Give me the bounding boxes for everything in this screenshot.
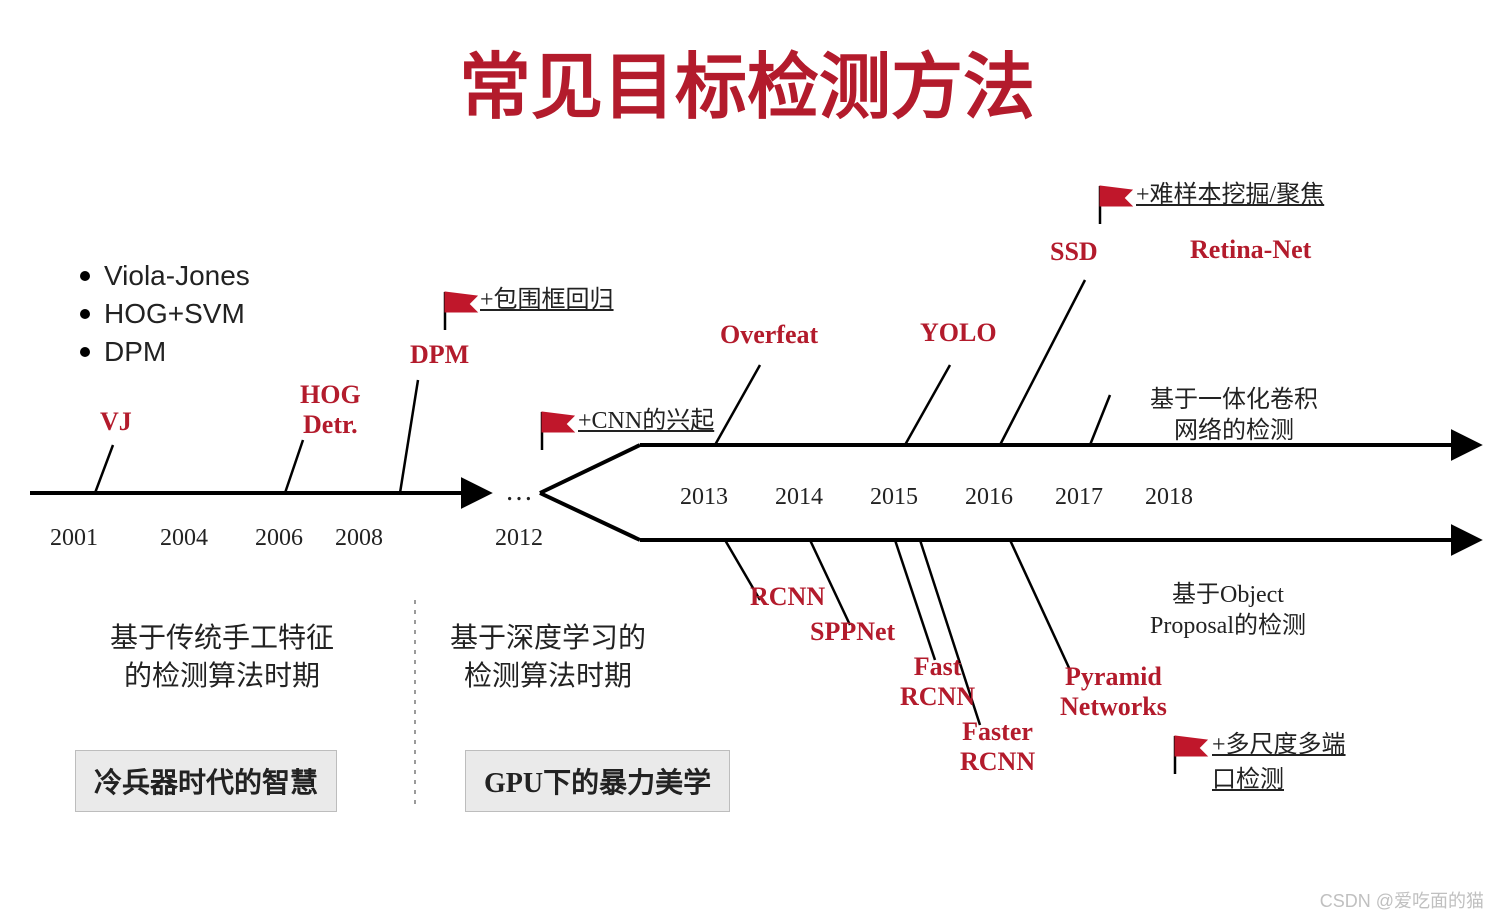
era-desc: 基于传统手工特征 的检测算法时期 [110,620,334,696]
era-desc: 基于深度学习的 检测算法时期 [450,620,646,696]
method-label: Fast RCNN [900,652,975,712]
year-label: 2014 [775,484,823,511]
bullet-item: HOG+SVM [80,298,250,330]
bullet-dot-icon [80,347,90,357]
method-label: Overfeat [720,320,818,350]
method-label: Retina-Net [1190,235,1311,265]
bullet-label: HOG+SVM [104,298,245,330]
flag-note: +难样本挖掘/聚焦 [1136,174,1324,209]
flag-note: +包围框回归 [480,279,614,314]
method-label: SPPNet [810,617,895,647]
bullet-label: Viola-Jones [104,260,250,292]
flag-note: +多尺度多端 口检测 [1212,724,1346,794]
year-label: 2015 [870,484,918,511]
page-title: 常见目标检测方法 [0,28,1494,133]
bullet-item: Viola-Jones [80,260,250,292]
bullet-label: DPM [104,336,166,368]
bullet-dot-icon [80,271,90,281]
watermark: CSDN @爱吃面的猫 [1320,887,1484,913]
year-label: 2018 [1145,484,1193,511]
method-label: Faster RCNN [960,717,1035,777]
ellipsis: … [505,476,533,508]
year-label: 2012 [495,525,543,552]
method-label: DPM [410,340,469,370]
bullet-dot-icon [80,309,90,319]
method-label: HOG Detr. [300,380,361,440]
branch-desc-upper: 基于一体化卷积 网络的检测 [1150,385,1318,447]
method-label: YOLO [920,318,997,348]
bullet-item: DPM [80,336,250,368]
era-box: GPU下的暴力美学 [465,750,730,812]
year-label: 2001 [50,525,98,552]
flag-note: +CNN的兴起 [578,400,714,435]
era-box: 冷兵器时代的智慧 [75,750,337,812]
year-label: 2016 [965,484,1013,511]
year-label: 2013 [680,484,728,511]
method-label: Pyramid Networks [1060,662,1167,722]
bullet-list: Viola-Jones HOG+SVM DPM [80,260,250,374]
branch-desc-lower: 基于Object Proposal的检测 [1150,580,1306,642]
year-label: 2008 [335,525,383,552]
method-label: RCNN [750,582,825,612]
method-label: VJ [100,407,132,437]
year-label: 2017 [1055,484,1103,511]
year-label: 2006 [255,525,303,552]
year-label: 2004 [160,525,208,552]
method-label: SSD [1050,237,1098,267]
